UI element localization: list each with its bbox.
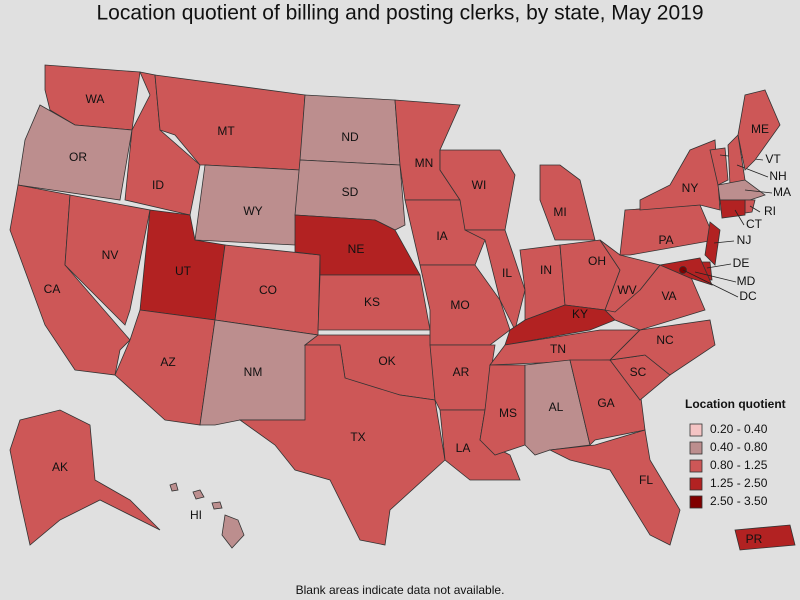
state-label: FL — [639, 473, 653, 487]
state-label: VT — [765, 152, 781, 166]
state-label: WY — [243, 204, 262, 218]
state-shape — [734, 524, 796, 551]
legend-swatch — [689, 441, 703, 455]
legend-swatch — [689, 459, 703, 473]
state-label: OK — [378, 354, 395, 368]
state-shape — [192, 489, 205, 500]
state-label: OH — [588, 254, 606, 268]
state-label: ME — [751, 122, 769, 136]
state-label: MI — [553, 205, 566, 219]
state-label: UT — [175, 264, 192, 278]
state-shape — [619, 204, 716, 256]
state-shape — [709, 147, 729, 186]
state-label: TX — [350, 430, 365, 444]
legend-swatch — [689, 477, 703, 491]
legend-label: 0.20 - 0.40 — [710, 422, 768, 436]
state-label: MD — [737, 274, 756, 288]
state-label: IA — [436, 229, 447, 243]
state-label: NM — [244, 365, 263, 379]
legend-label: 2.50 - 3.50 — [710, 494, 768, 508]
state-label: PA — [658, 233, 673, 247]
legend-title: Location quotient — [685, 397, 786, 411]
state-label: IL — [502, 266, 512, 280]
state-shape — [639, 139, 721, 211]
legend-swatch — [689, 495, 703, 509]
state-label: WI — [472, 178, 487, 192]
legend-label: 0.80 - 1.25 — [710, 458, 768, 472]
state-shape — [737, 89, 781, 171]
state-label: WA — [86, 92, 105, 106]
leader-line — [734, 209, 745, 226]
state-label: NY — [682, 181, 699, 195]
state-label: SC — [630, 365, 647, 379]
state-label: CO — [259, 283, 277, 297]
state-label: OR — [69, 150, 87, 164]
state-label: NC — [656, 333, 674, 347]
leader-line — [736, 164, 769, 178]
state-label: MA — [773, 185, 791, 199]
state-shape — [169, 482, 179, 492]
state-label: TN — [550, 342, 566, 356]
state-label: IN — [540, 263, 552, 277]
state-shape — [17, 104, 133, 201]
leader-line — [744, 189, 773, 194]
footnote: Blank areas indicate data not available. — [296, 583, 505, 597]
legend-swatch — [689, 423, 703, 437]
legend-label: 1.25 - 2.50 — [710, 476, 768, 490]
state-shape — [548, 429, 681, 546]
state-label: AR — [453, 365, 470, 379]
state-label: CA — [44, 282, 61, 296]
state-label: CT — [746, 217, 763, 231]
leader-line — [749, 205, 761, 213]
state-label: VA — [661, 289, 676, 303]
state-label: LA — [456, 441, 471, 455]
state-shape — [238, 344, 446, 546]
state-label: AK — [52, 460, 68, 474]
state-label: RI — [764, 204, 776, 218]
state-label: MT — [217, 124, 235, 138]
leader-line — [706, 263, 732, 269]
state-label: GA — [597, 396, 614, 410]
state-label: ND — [341, 130, 359, 144]
state-shape — [744, 199, 756, 214]
state-label: MS — [499, 406, 517, 420]
state-shape — [539, 164, 596, 241]
leader-line — [694, 271, 737, 283]
state-label: NV — [102, 248, 119, 262]
state-label: NE — [348, 242, 365, 256]
state-label: KS — [364, 295, 380, 309]
state-shape — [719, 199, 746, 219]
state-shape — [221, 514, 245, 549]
state-label: HI — [190, 508, 202, 522]
state-label: WV — [617, 283, 636, 297]
state-label: MN — [415, 156, 434, 170]
state-label: MO — [450, 298, 469, 312]
state-shape — [9, 409, 161, 546]
state-label: AZ — [160, 355, 175, 369]
state-label: PR — [746, 532, 763, 546]
leader-line — [713, 240, 735, 244]
state-shape — [419, 264, 511, 346]
leader-line — [682, 269, 739, 298]
state-label: NH — [769, 169, 786, 183]
legend-label: 0.40 - 0.80 — [710, 440, 768, 454]
state-shape — [64, 194, 151, 326]
state-label: AL — [549, 400, 564, 414]
map: WA OR CA NV ID MT WY UT AZ CO NM ND SD NE KS OK TX MN IA MO… — [9, 64, 796, 551]
state-shape — [704, 221, 721, 266]
state-label: DE — [733, 256, 750, 270]
state-shape — [599, 239, 661, 313]
state-label: ID — [152, 178, 164, 192]
state-label: KY — [572, 307, 588, 321]
state-label: DC — [739, 289, 757, 303]
state-label: SD — [342, 185, 359, 199]
state-shape — [211, 501, 223, 510]
title: Location quotient of billing and posting… — [96, 2, 703, 25]
state-label: NJ — [737, 233, 752, 247]
legend: 0.20 - 0.40 0.40 - 0.80 0.80 - 1.25 1.25 - … — [689, 422, 768, 509]
state-shape — [717, 179, 766, 201]
